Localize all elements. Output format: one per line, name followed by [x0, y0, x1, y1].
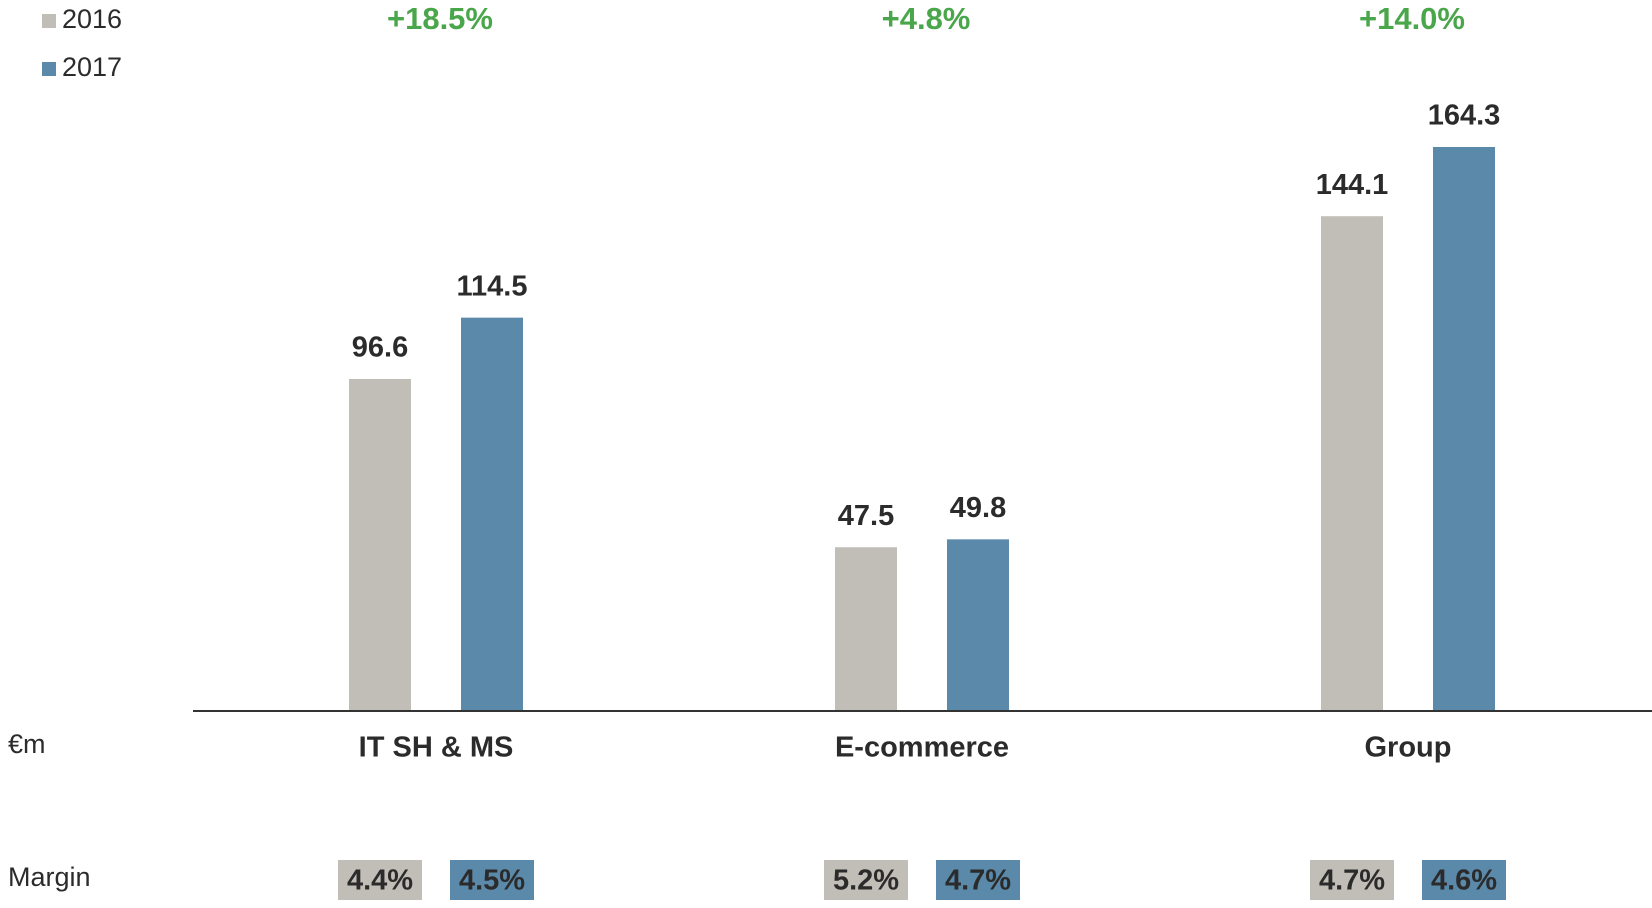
margin-title: Margin: [8, 862, 91, 892]
unit-label: €m: [8, 729, 46, 759]
bar: [349, 378, 411, 710]
x-tick-label: E-commerce: [835, 732, 1009, 764]
margin-label: 4.7%: [945, 865, 1011, 897]
growth-label: +4.8%: [882, 1, 971, 36]
data-label: 144.1: [1316, 169, 1389, 201]
bar: [1433, 147, 1495, 710]
margin-box: [936, 860, 1020, 900]
bar: [461, 317, 523, 710]
legend-label: 2016: [62, 4, 122, 34]
legend-swatch: [42, 62, 56, 76]
growth-label: +18.5%: [387, 1, 493, 36]
margin-box: [824, 860, 908, 900]
margin-box: [450, 860, 534, 900]
bar: [947, 539, 1009, 710]
data-label: 164.3: [1428, 100, 1501, 132]
growth-label: +14.0%: [1359, 1, 1465, 36]
data-label: 96.6: [352, 332, 408, 364]
margin-box: [1422, 860, 1506, 900]
margin-box: [1310, 860, 1394, 900]
margin-label: 4.5%: [459, 865, 525, 897]
margin-label: 4.6%: [1431, 865, 1497, 897]
legend-swatch: [42, 14, 56, 28]
data-label: 49.8: [950, 492, 1006, 524]
data-label: 114.5: [457, 270, 528, 302]
margin-label: 5.2%: [833, 865, 899, 897]
bar: [835, 547, 897, 710]
x-tick-label: IT SH & MS: [359, 732, 514, 764]
data-label: 47.5: [838, 500, 894, 532]
margin-label: 4.7%: [1319, 865, 1385, 897]
legend-label: 2017: [62, 52, 122, 82]
x-tick-label: Group: [1365, 732, 1452, 764]
margin-label: 4.4%: [347, 865, 413, 897]
margin-box: [338, 860, 422, 900]
bar: [1321, 216, 1383, 710]
